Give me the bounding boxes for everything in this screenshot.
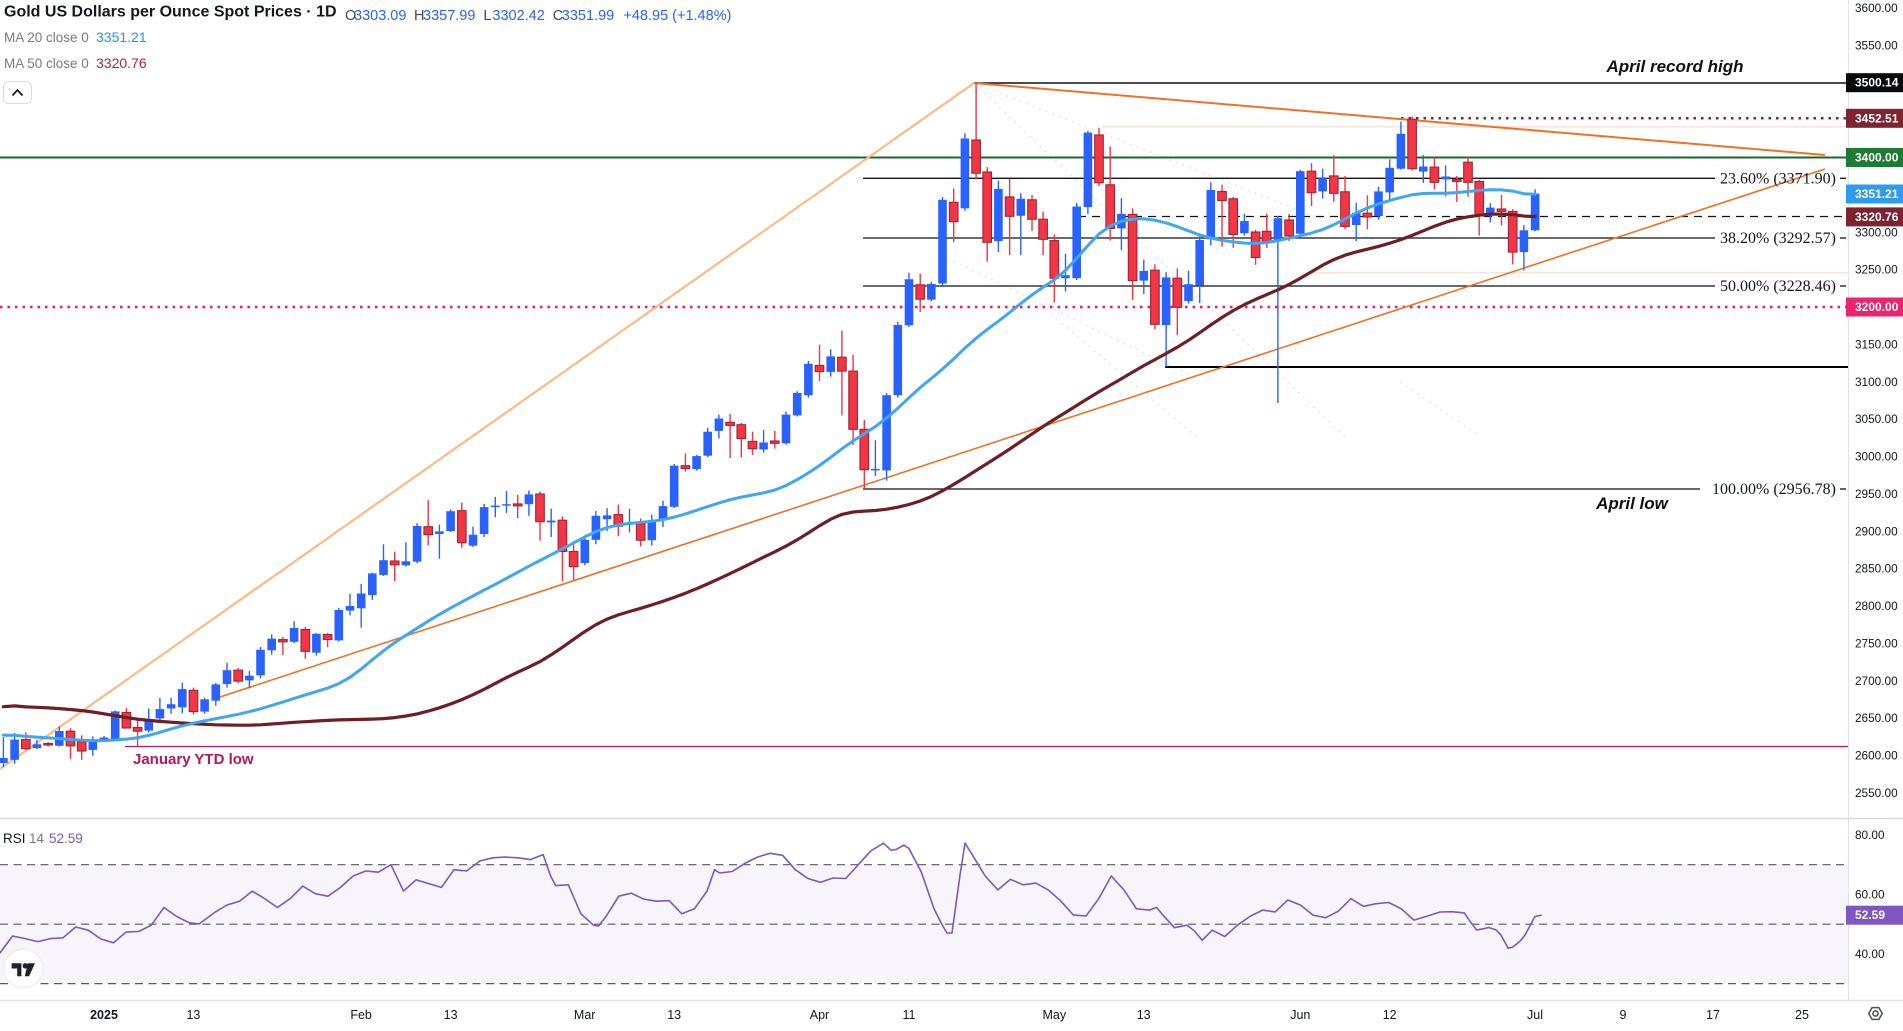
svg-text:2700.00: 2700.00: [1855, 674, 1898, 688]
svg-text:3150.00: 3150.00: [1855, 337, 1898, 351]
svg-text:January YTD low: January YTD low: [133, 751, 254, 768]
svg-text:Gold US Dollars per Ounce Spot: Gold US Dollars per Ounce Spot Prices · …: [4, 4, 337, 21]
svg-text:2650.00: 2650.00: [1855, 711, 1898, 725]
svg-text:40.00: 40.00: [1855, 947, 1885, 961]
svg-text:2850.00: 2850.00: [1855, 562, 1898, 576]
svg-text:11: 11: [903, 1008, 916, 1022]
svg-text:13: 13: [186, 1008, 200, 1022]
svg-text:9: 9: [1620, 1008, 1627, 1022]
svg-text:3320.76: 3320.76: [1855, 210, 1899, 224]
svg-text:60.00: 60.00: [1855, 888, 1885, 902]
svg-text:38.20% (3292.57): 38.20% (3292.57): [1720, 230, 1836, 247]
svg-text:3500.14: 3500.14: [1855, 76, 1899, 90]
svg-text:Jun: Jun: [1290, 1008, 1310, 1022]
svg-text:14: 14: [29, 831, 45, 846]
svg-text:52.59: 52.59: [49, 831, 83, 846]
svg-text:Feb: Feb: [350, 1008, 372, 1022]
svg-text:3550.00: 3550.00: [1855, 38, 1898, 52]
svg-text:C: C: [553, 8, 563, 24]
svg-text:3351.21: 3351.21: [1855, 187, 1899, 201]
svg-text:3100.00: 3100.00: [1855, 375, 1898, 389]
svg-text:H: H: [414, 8, 424, 24]
svg-text:3400.00: 3400.00: [1855, 151, 1899, 165]
svg-text:13: 13: [444, 1008, 458, 1022]
svg-text:3000.00: 3000.00: [1855, 450, 1898, 464]
svg-text:13: 13: [667, 1008, 681, 1022]
svg-text:+48.95 (+1.48%): +48.95 (+1.48%): [623, 8, 731, 24]
svg-text:2950.00: 2950.00: [1855, 487, 1898, 501]
svg-text:3320.76: 3320.76: [96, 55, 147, 71]
svg-text:3300.00: 3300.00: [1855, 225, 1898, 239]
svg-text:2800.00: 2800.00: [1855, 599, 1898, 613]
svg-text:L: L: [483, 8, 491, 24]
svg-text:3302.42: 3302.42: [492, 8, 544, 24]
svg-text:O: O: [345, 8, 356, 24]
svg-text:Apr: Apr: [810, 1008, 829, 1022]
svg-text:Mar: Mar: [574, 1008, 596, 1022]
svg-text:April low: April low: [1595, 494, 1670, 513]
svg-text:RSI: RSI: [3, 831, 26, 846]
svg-text:3600.00: 3600.00: [1855, 1, 1898, 15]
svg-text:3303.09: 3303.09: [354, 8, 406, 24]
svg-text:23.60% (3371.90): 23.60% (3371.90): [1720, 170, 1836, 187]
svg-text:2900.00: 2900.00: [1855, 524, 1898, 538]
svg-text:May: May: [1042, 1008, 1066, 1022]
svg-text:100.00% (2956.78): 100.00% (2956.78): [1712, 481, 1836, 498]
svg-text:2750.00: 2750.00: [1855, 637, 1898, 651]
svg-text:2550.00: 2550.00: [1855, 786, 1898, 800]
svg-text:17: 17: [1706, 1008, 1720, 1022]
svg-text:3351.21: 3351.21: [96, 29, 147, 45]
svg-text:80.00: 80.00: [1855, 828, 1885, 842]
svg-text:April record high: April record high: [1606, 57, 1744, 76]
svg-text:2025: 2025: [90, 1008, 118, 1022]
svg-text:52.59: 52.59: [1855, 908, 1885, 922]
svg-text:MA 20 close 0: MA 20 close 0: [4, 30, 89, 45]
svg-text:3200.00: 3200.00: [1855, 300, 1899, 314]
svg-text:13: 13: [1137, 1008, 1151, 1022]
svg-text:3050.00: 3050.00: [1855, 412, 1898, 426]
svg-text:3452.51: 3452.51: [1855, 111, 1899, 125]
svg-text:Jul: Jul: [1527, 1008, 1543, 1022]
svg-text:3250.00: 3250.00: [1855, 263, 1898, 277]
svg-text:2600.00: 2600.00: [1855, 749, 1898, 763]
svg-text:12: 12: [1383, 1008, 1397, 1022]
svg-text:MA 50 close 0: MA 50 close 0: [4, 56, 89, 71]
svg-text:25: 25: [1795, 1008, 1809, 1022]
svg-text:3357.99: 3357.99: [423, 8, 475, 24]
svg-text:3351.99: 3351.99: [562, 8, 614, 24]
svg-text:50.00% (3228.46): 50.00% (3228.46): [1720, 278, 1836, 295]
